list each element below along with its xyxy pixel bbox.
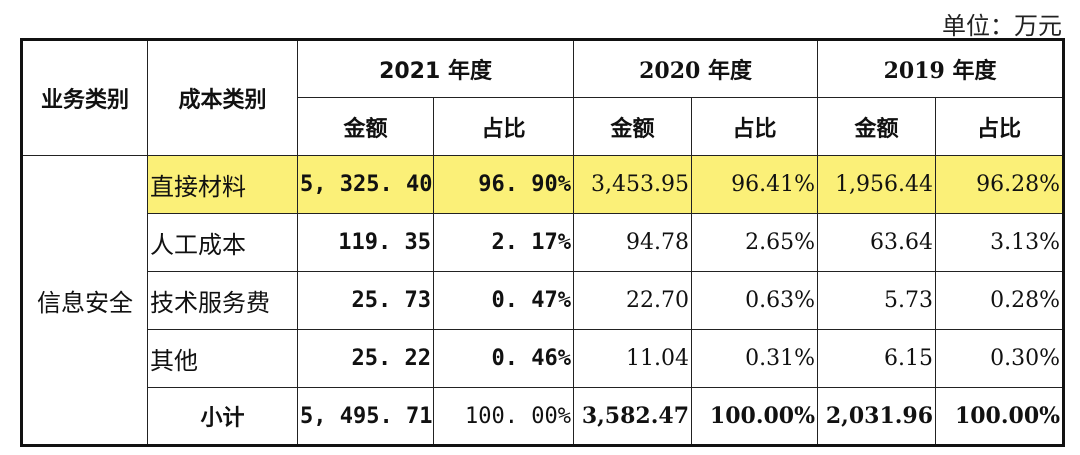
ratio-2019: 0.28%: [935, 271, 1065, 330]
ratio-2020: 96.41%: [691, 155, 819, 214]
subtotal-ratio-2019: 100.00%: [935, 387, 1065, 446]
header-ratio-2020: 占比: [691, 97, 819, 156]
amount-2021: 25. 73: [297, 271, 434, 330]
header-cost-type: 成本类别: [147, 39, 298, 156]
amount-2019: 5.73: [817, 271, 937, 330]
table-row: 信息安全 直接材料 5, 325. 40 96. 90% 3,453.95 96…: [21, 155, 1065, 446]
header-amount-2021: 金额: [297, 97, 434, 156]
table-row: 其他 25. 22 0. 46% 11.04 0.31% 6.15 0.30%: [22, 329, 1065, 388]
ratio-2019: 96.28%: [935, 155, 1065, 214]
ratio-2019: 0.30%: [935, 329, 1065, 388]
cost-table: 业务类别 成本类别 2021 年度 2020 年度 2019 年度 金额 占比 …: [20, 38, 1066, 447]
header-business-type: 业务类别: [21, 39, 148, 156]
header-year-2020: 2020 年度: [573, 39, 819, 98]
subtotal-row: 小计 5, 495. 71 100. 00% 3,582.47 100.00% …: [22, 387, 1065, 446]
ratio-2021: 96. 90%: [432, 155, 575, 214]
amount-2021: 119. 35: [297, 213, 434, 272]
ratio-2021: 0. 47%: [432, 271, 575, 330]
unit-label: 单位：万元: [942, 12, 1062, 40]
subtotal-amount-2020: 3,582.47: [573, 387, 693, 446]
table-row: 人工成本 119. 35 2. 17% 94.78 2.65% 63.64 3.…: [22, 213, 1065, 272]
amount-2019: 6.15: [817, 329, 937, 388]
cost-category: 直接材料: [147, 155, 298, 214]
subtotal-label: 小计: [147, 387, 298, 446]
ratio-2020: 0.31%: [691, 329, 819, 388]
subtotal-ratio-2020: 100.00%: [691, 387, 819, 446]
header-year-2021: 2021 年度: [296, 39, 575, 98]
header-year-2019: 2019 年度: [817, 39, 1065, 98]
subtotal-amount-2021: 5, 495. 71: [297, 387, 434, 446]
cost-category: 技术服务费: [147, 271, 298, 330]
amount-2019: 1,956.44: [817, 155, 937, 214]
amount-2021: 25. 22: [297, 329, 434, 388]
amount-2019: 63.64: [817, 213, 937, 272]
header-amount-2020: 金额: [573, 97, 693, 156]
business-type-cell: 信息安全: [21, 155, 148, 446]
ratio-2021: 2. 17%: [432, 213, 575, 272]
table-row: 技术服务费 25. 73 0. 47% 22.70 0.63% 5.73 0.2…: [22, 271, 1065, 330]
ratio-2020: 0.63%: [691, 271, 819, 330]
amount-2020: 22.70: [573, 271, 693, 330]
amount-2020: 11.04: [573, 329, 693, 388]
amount-2020: 94.78: [573, 213, 693, 272]
cost-category: 人工成本: [147, 213, 298, 272]
header-row-years: 业务类别 成本类别 2021 年度 2020 年度 2019 年度: [21, 39, 1065, 156]
header-amount-2019: 金额: [817, 97, 937, 156]
header-ratio-2021: 占比: [432, 97, 575, 156]
amount-2020: 3,453.95: [573, 155, 693, 214]
cost-category: 其他: [147, 329, 298, 388]
ratio-2020: 2.65%: [691, 213, 819, 272]
header-ratio-2019: 占比: [935, 97, 1065, 156]
amount-2021: 5, 325. 40: [297, 155, 434, 214]
subtotal-ratio-2021: 100. 00%: [432, 387, 575, 446]
subtotal-amount-2019: 2,031.96: [817, 387, 937, 446]
ratio-2019: 3.13%: [935, 213, 1065, 272]
ratio-2021: 0. 46%: [432, 329, 575, 388]
